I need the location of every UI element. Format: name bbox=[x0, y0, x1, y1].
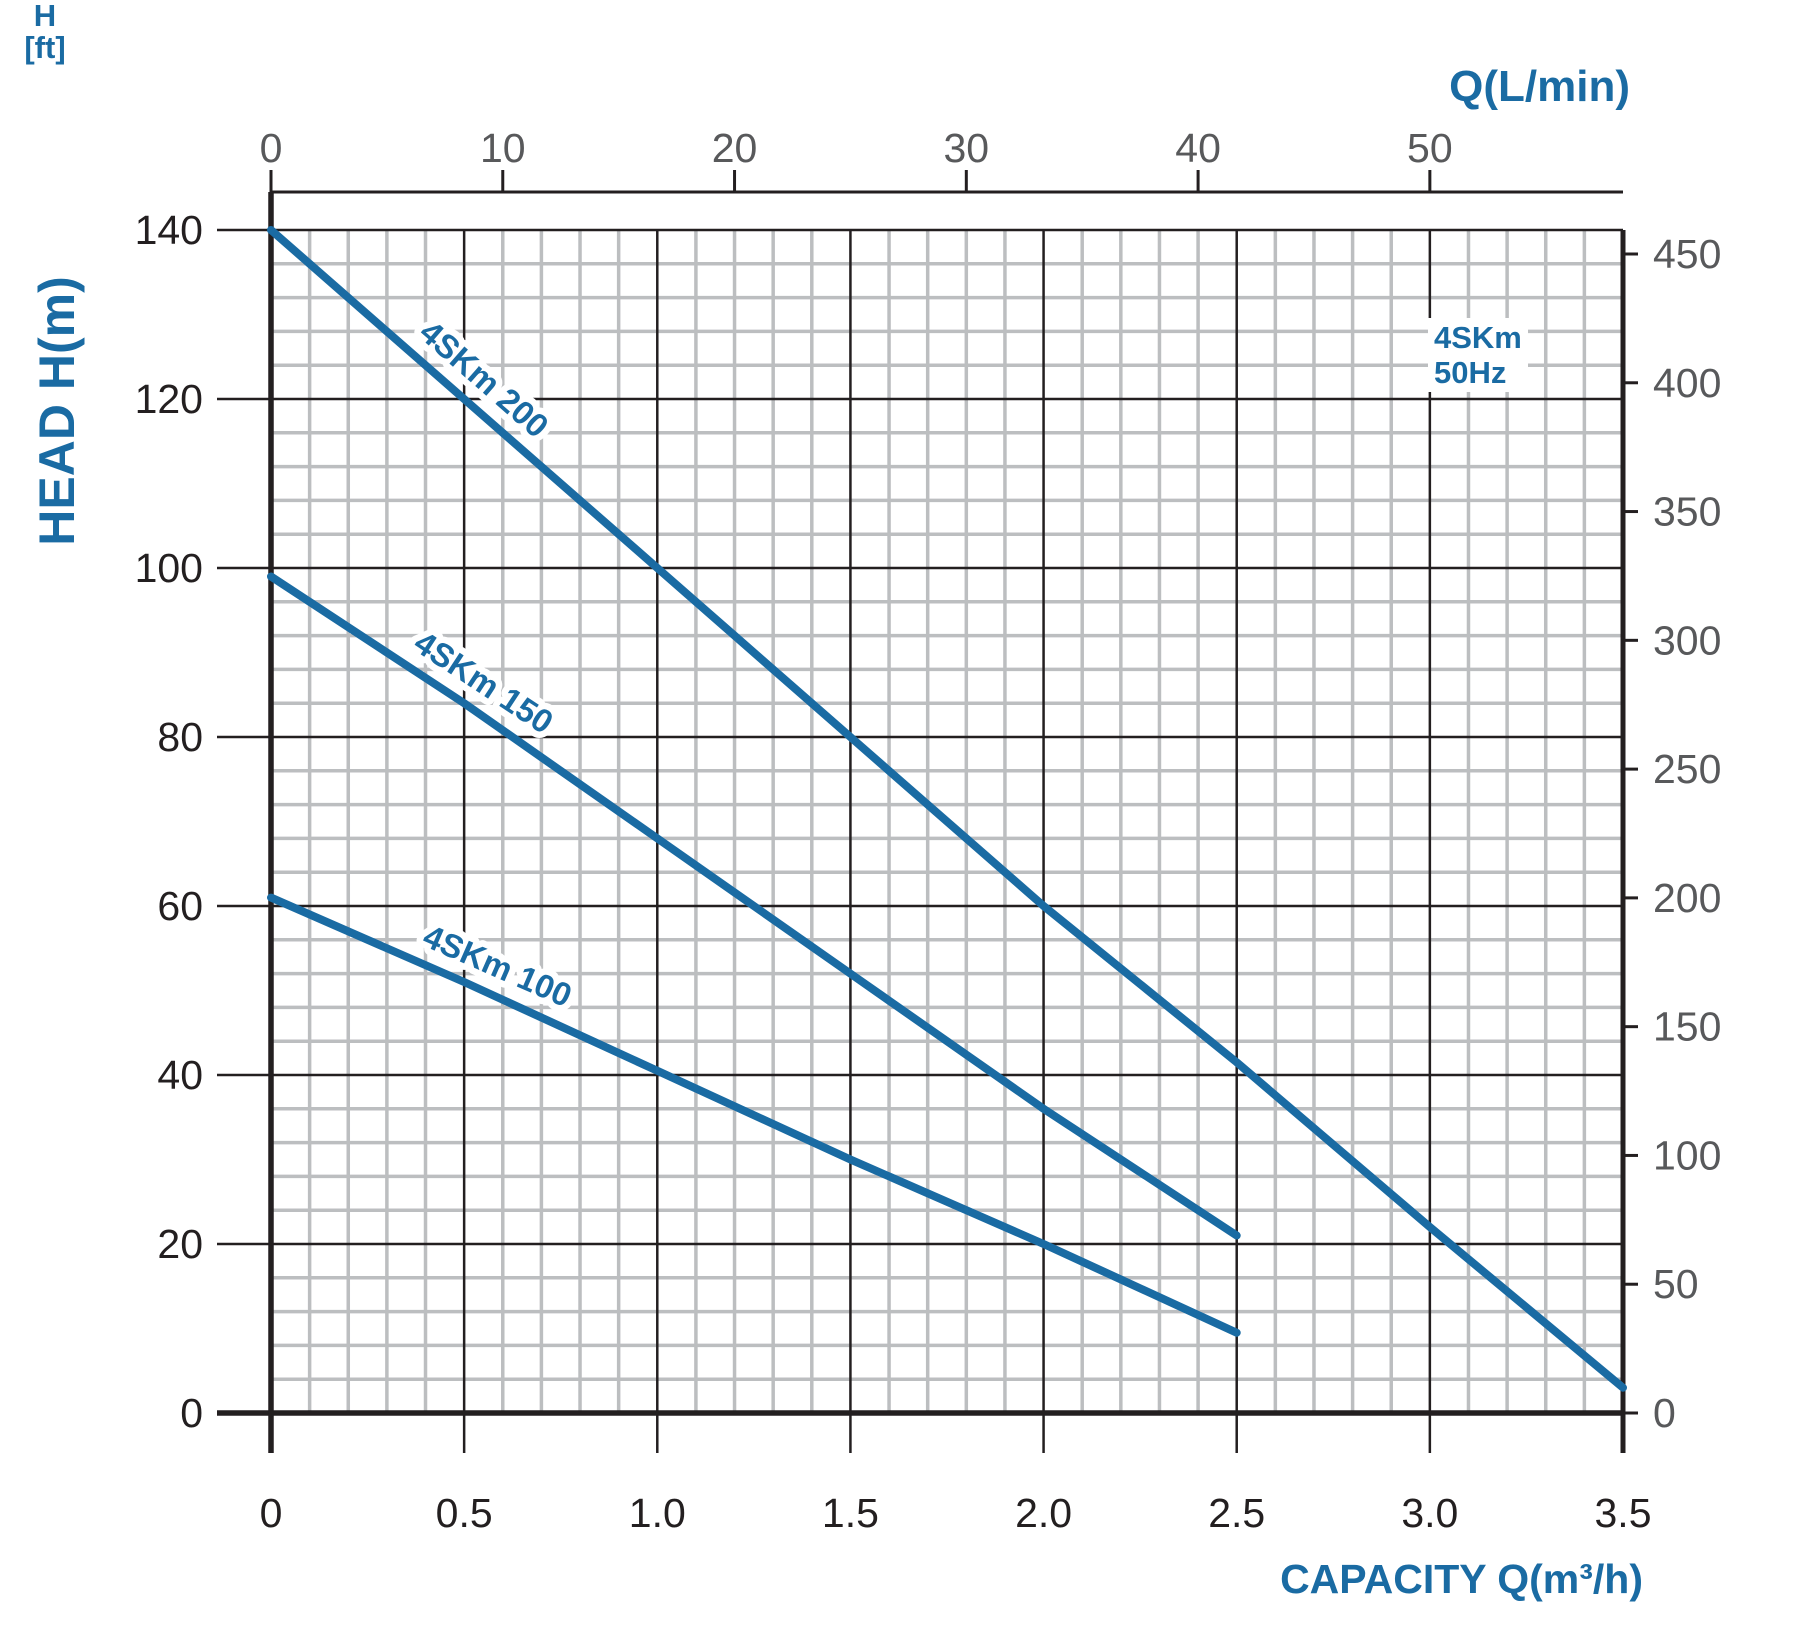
y-left-tick-label: 80 bbox=[157, 714, 203, 760]
x-bottom-tick-label: 0.5 bbox=[436, 1490, 493, 1536]
y-right-tick-label: 150 bbox=[1653, 1004, 1721, 1050]
x-top-tick-label: 20 bbox=[712, 125, 758, 171]
x-top-tick-label: 10 bbox=[480, 125, 526, 171]
y-left-tick-label: 60 bbox=[157, 883, 203, 929]
x-bottom-tick-label: 2.0 bbox=[1015, 1490, 1072, 1536]
top-axis-title: Q(L/min) bbox=[1449, 62, 1630, 111]
series-4skm-100: 4SKm 100 bbox=[267, 893, 1241, 1337]
right-axis-title: H [ft] bbox=[0, 0, 90, 64]
y-left-tick-label: 40 bbox=[157, 1052, 203, 1098]
y-right-tick-label: 450 bbox=[1653, 231, 1721, 277]
y-right-tick-label: 0 bbox=[1653, 1390, 1676, 1436]
x-bottom-tick-label: 3.0 bbox=[1401, 1490, 1458, 1536]
x-top-tick-label: 50 bbox=[1407, 125, 1453, 171]
y-left-tick-label: 120 bbox=[135, 376, 203, 422]
y-right-tick-label: 50 bbox=[1653, 1261, 1699, 1307]
grid-minor bbox=[271, 230, 1623, 1413]
annotation-frequency: 50Hz bbox=[1434, 355, 1507, 390]
annotation-model: 4SKm bbox=[1434, 320, 1522, 355]
bottom-axis-title: CAPACITY Q(m³/h) bbox=[1280, 1556, 1643, 1602]
x-bottom-tick-label: 1.5 bbox=[822, 1490, 879, 1536]
axis-ticks bbox=[269, 170, 1638, 1415]
x-bottom-tick-label: 0 bbox=[260, 1490, 283, 1536]
series-curve bbox=[267, 893, 1241, 1337]
x-bottom-tick-label: 1.0 bbox=[629, 1490, 686, 1536]
y-right-tick-label: 300 bbox=[1653, 617, 1721, 663]
series-curve bbox=[267, 572, 1241, 1240]
x-bottom-tick-label: 3.5 bbox=[1595, 1490, 1652, 1536]
axis-frame bbox=[217, 190, 1626, 1453]
right-axis-title-line2: [ft] bbox=[24, 30, 66, 65]
x-top-tick-label: 40 bbox=[1175, 125, 1221, 171]
grid-major bbox=[217, 228, 1623, 1453]
x-top-tick-label: 0 bbox=[260, 125, 283, 171]
y-right-tick-label: 350 bbox=[1653, 489, 1721, 535]
y-left-tick-label: 0 bbox=[180, 1390, 203, 1436]
y-left-tick-label: 100 bbox=[135, 545, 203, 591]
tick-labels: 0204060801001201400501001502002503003504… bbox=[135, 125, 1722, 1536]
model-frequency-annotation: 4SKm 50Hz bbox=[1428, 318, 1528, 392]
y-left-tick-label: 20 bbox=[157, 1221, 203, 1267]
y-right-tick-label: 400 bbox=[1653, 360, 1721, 406]
y-left-tick-label: 140 bbox=[135, 207, 203, 253]
right-axis-title-line1: H bbox=[33, 0, 57, 33]
series-curve bbox=[267, 226, 1627, 1392]
y-right-tick-label: 250 bbox=[1653, 746, 1721, 792]
x-top-tick-label: 30 bbox=[944, 125, 990, 171]
series-4skm-200: 4SKm 200 bbox=[267, 226, 1627, 1392]
x-bottom-tick-label: 2.5 bbox=[1208, 1490, 1265, 1536]
y-right-tick-label: 200 bbox=[1653, 875, 1721, 921]
y-right-tick-label: 100 bbox=[1653, 1132, 1721, 1178]
left-axis-title: HEAD H(m) bbox=[29, 276, 85, 546]
